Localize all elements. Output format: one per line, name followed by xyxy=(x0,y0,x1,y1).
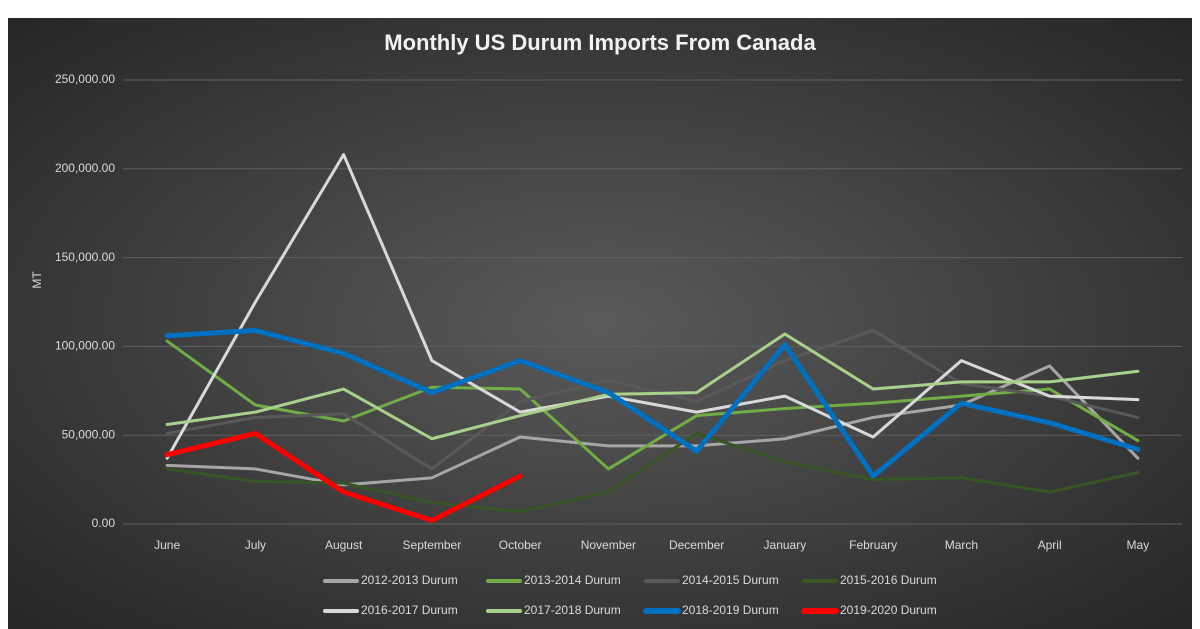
series-line xyxy=(165,328,1140,471)
legend-label: 2015-2016 Durum xyxy=(840,573,937,587)
series-line xyxy=(165,332,1140,441)
y-tick-label: 250,000.00 xyxy=(55,72,115,86)
chart-title: Monthly US Durum Imports From Canada xyxy=(384,30,816,55)
series-line xyxy=(165,339,1140,471)
legend-label: 2012-2013 Durum xyxy=(361,573,458,587)
x-tick-label: March xyxy=(945,538,978,552)
legend-label: 2017-2018 Durum xyxy=(524,603,621,617)
x-tick-label: April xyxy=(1038,538,1062,552)
x-tick-label: September xyxy=(403,538,462,552)
series-line xyxy=(164,430,523,523)
x-tick-label: November xyxy=(581,538,636,552)
chart-background xyxy=(8,18,1192,629)
x-tick-label: July xyxy=(245,538,266,552)
y-tick-label: 50,000.00 xyxy=(62,427,116,441)
x-tick-label: October xyxy=(499,538,542,552)
y-axis-label: MT xyxy=(30,271,44,289)
y-tick-label: 150,000.00 xyxy=(55,250,115,264)
x-tick-label: December xyxy=(669,538,724,552)
legend-label: 2018-2019 Durum xyxy=(682,603,779,617)
legend-label: 2019-2020 Durum xyxy=(840,603,937,617)
legend-label: 2014-2015 Durum xyxy=(682,573,779,587)
x-tick-label: February xyxy=(849,538,897,552)
x-tick-label: August xyxy=(325,538,363,552)
x-tick-label: May xyxy=(1127,538,1150,552)
legend-label: 2013-2014 Durum xyxy=(524,573,621,587)
y-tick-label: 0.00 xyxy=(92,516,116,530)
legend-label: 2016-2017 Durum xyxy=(361,603,458,617)
y-tick-label: 100,000.00 xyxy=(55,339,115,353)
y-tick-label: 200,000.00 xyxy=(55,161,115,175)
series-line xyxy=(164,327,1141,479)
x-tick-label: June xyxy=(154,538,180,552)
x-tick-label: January xyxy=(764,538,807,552)
series-line xyxy=(165,153,1140,460)
